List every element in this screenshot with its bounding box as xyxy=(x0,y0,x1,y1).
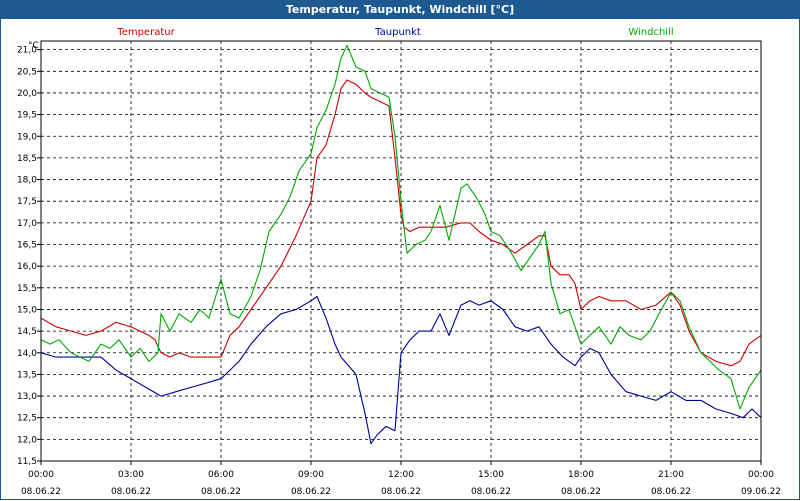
y-tick-label: 13,5 xyxy=(17,370,37,380)
x-tick-date-label: 08.06.22 xyxy=(291,487,331,497)
x-tick-time-label: 00:00 xyxy=(28,470,54,480)
y-tick-label: 16,5 xyxy=(17,241,37,251)
x-tick-date-label: 08.06.22 xyxy=(471,487,511,497)
y-tick-label: 17,0 xyxy=(17,219,37,229)
legend-label-windchill: Windchill xyxy=(628,27,673,38)
y-tick-label: 17,5 xyxy=(17,197,37,207)
x-tick-time-label: 03:00 xyxy=(118,470,144,480)
x-tick-date-label: 09.06.22 xyxy=(741,487,781,497)
y-tick-label: 19,0 xyxy=(17,132,37,142)
y-tick-label: 19,5 xyxy=(17,111,37,121)
grid-layer xyxy=(41,41,761,462)
y-tick-label: 18,0 xyxy=(17,176,37,186)
y-tick-label: 21,0 xyxy=(17,46,37,56)
x-tick-time-label: 09:00 xyxy=(298,470,324,480)
x-tick-time-label: 12:00 xyxy=(388,470,414,480)
x-tick-time-label: 06:00 xyxy=(208,470,234,480)
y-axis-unit-label: °C xyxy=(28,41,39,51)
y-tick-label: 18,5 xyxy=(17,154,37,164)
legend-label-temperatur: Temperatur xyxy=(116,27,175,38)
y-tick-label: 12,5 xyxy=(17,414,37,424)
y-tick-label: 14,5 xyxy=(17,327,37,337)
x-tick-time-label: 00:00 xyxy=(748,470,774,480)
y-tick-label: 16,0 xyxy=(17,262,37,272)
series-layer xyxy=(40,44,762,445)
y-tick-label: 20,0 xyxy=(17,89,37,99)
x-tick-date-label: 08.06.22 xyxy=(561,487,601,497)
axis-layer: 21,0 20,5 20,0 19,5 19,0 18,5 18,0 17,5 17,0 16,5… xyxy=(17,41,781,497)
x-tick-time-label: 18:00 xyxy=(568,470,594,480)
y-tick-label: 15,0 xyxy=(17,305,37,315)
y-tick-label: 14,0 xyxy=(17,349,37,359)
y-tick-label: 11,5 xyxy=(17,457,37,467)
x-tick-time-label: 15:00 xyxy=(478,470,504,480)
x-tick-date-label: 08.06.22 xyxy=(201,487,241,497)
window-title: Temperatur, Taupunkt, Windchill [°C] xyxy=(1,1,799,19)
x-tick-date-label: 08.06.22 xyxy=(381,487,421,497)
y-tick-label: 13,0 xyxy=(17,392,37,402)
x-tick-date-label: 08.06.22 xyxy=(651,487,691,497)
legend-layer: Temperatur Taupunkt Windchill xyxy=(116,27,673,38)
y-tick-label: 20,5 xyxy=(17,67,37,77)
y-tick-label: 12,0 xyxy=(17,435,37,445)
x-tick-date-label: 08.06.22 xyxy=(21,487,61,497)
x-tick-time-label: 21:00 xyxy=(658,470,684,480)
legend-label-taupunkt: Taupunkt xyxy=(374,27,421,38)
series-line-temperatur xyxy=(40,79,762,367)
y-tick-label: 15,5 xyxy=(17,284,37,294)
series-line-taupunkt xyxy=(40,295,762,445)
series-line-windchill xyxy=(40,44,762,410)
x-tick-date-label: 08.06.22 xyxy=(111,487,151,497)
